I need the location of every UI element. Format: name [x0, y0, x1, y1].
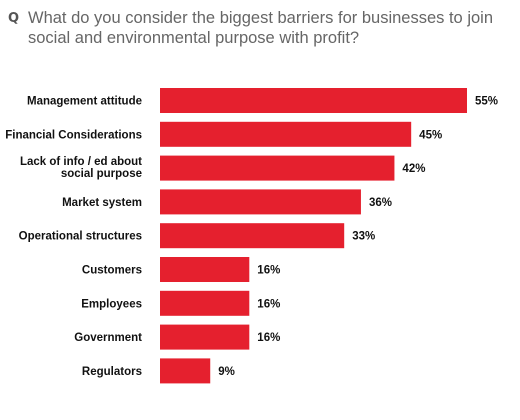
value-label-management-attitude: 55%: [475, 96, 498, 108]
category-label-employees: Employees: [81, 298, 142, 310]
category-label-government: Government: [74, 332, 142, 344]
category-label-financial-considerations: Financial Considerations: [5, 129, 142, 141]
value-label-operational-structures: 33%: [352, 231, 375, 243]
value-label-employees: 16%: [257, 298, 280, 310]
bar-regulators: [160, 358, 211, 384]
category-label-management-attitude: Management attitude: [27, 96, 142, 108]
category-label-market-system: Market system: [62, 197, 142, 209]
bar-lack-of-info-ed-about-social-purpose: [160, 155, 395, 181]
bar-employees: [160, 290, 250, 316]
value-label-government: 16%: [257, 332, 280, 344]
category-label-operational-structures: Operational structures: [19, 231, 142, 243]
value-label-lack-of-info-ed-about-social-purpose: 42%: [402, 163, 425, 175]
bar-management-attitude: [160, 88, 467, 113]
bar-customers: [160, 257, 250, 282]
bar-financial-considerations: [160, 121, 412, 147]
category-label-customers: Customers: [82, 265, 142, 277]
question-marker: Q: [8, 11, 20, 26]
bar-government: [160, 324, 250, 350]
bar-market-system: [160, 189, 361, 215]
category-label-regulators: Regulators: [82, 366, 142, 378]
value-label-customers: 16%: [257, 265, 280, 277]
chart-title: Q What do you consider the biggest barri…: [8, 8, 508, 48]
value-label-regulators: 9%: [218, 366, 235, 378]
value-label-financial-considerations: 45%: [419, 129, 442, 141]
category-label-lack-of-info-ed-about-social-purpose: Lack of info / ed about social purpose: [20, 156, 142, 180]
chart-title-text: What do you consider the biggest barrier…: [28, 9, 493, 47]
bar-operational-structures: [160, 223, 345, 249]
value-label-market-system: 36%: [369, 197, 392, 209]
